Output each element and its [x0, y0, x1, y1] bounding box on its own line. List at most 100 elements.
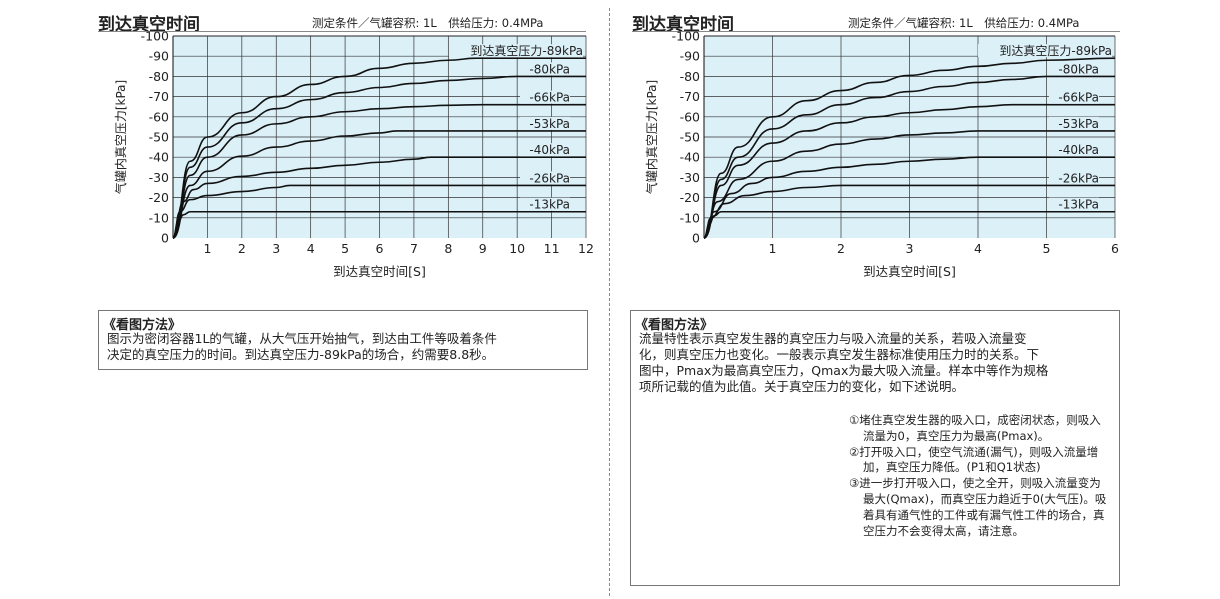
left-note-line: 决定的真空压力的时间。到达真空压力-89kPa的场合，约需要8.8秒。 [107, 347, 495, 362]
note-item-2: ②打开吸入口，使空气流通(漏气)，则吸入流量增加，真空压力降低。(P1和Q1状态… [849, 444, 1099, 475]
left-panel-title: 到达真空时间 [98, 15, 200, 35]
left-chart-series-line [172, 210, 586, 239]
left-note-box: 《看图方法》 图示为密闭容器1L的气罐，从大气压开始抽气，到达由工件等吸着条件 … [98, 310, 588, 370]
left-chart-series-line [172, 57, 586, 239]
left-chart-y-tick-label: -90 [149, 49, 169, 64]
left-chart-y-tick-label: -100 [141, 29, 169, 44]
left-chart-series-label-bg [520, 116, 570, 130]
left-chart-x-tick-label: 3 [272, 241, 280, 256]
right-note-line: 图中，Pmax为最高真空压力，Qmax为最大吸入流量。样本中等作为规格 [639, 363, 1049, 378]
right-chart-series-label-bg [978, 44, 1112, 58]
note-item-3: ③进一步打开吸入口，使之全开，则吸入流量变为最大(Qmax)，而真空压力趋近于0… [849, 476, 1107, 538]
left-chart-x-tick-label: 4 [307, 241, 315, 256]
right-note-line: 流量特性表示真空发生器的真空压力与吸入流量的关系，若吸入流量变 [639, 331, 1027, 346]
right-chart-series-label-bg [1049, 143, 1099, 157]
left-chart-series-label-bg [520, 62, 570, 76]
right-chart-series-label: -66kPa [1058, 91, 1099, 105]
left-chart-x-tick-label: 9 [479, 241, 487, 256]
right-chart-x-tick-label: 5 [1043, 241, 1051, 256]
right-chart-y-tick-label: -10 [680, 210, 700, 225]
right-chart-y-tick-label: -100 [672, 29, 700, 44]
right-chart-x-tick-label: 2 [837, 241, 845, 256]
left-chart-series-line [172, 130, 586, 239]
left-chart-x-tick-label: 7 [410, 241, 418, 256]
right-title-underline [632, 31, 1120, 32]
right-chart-series-line [703, 156, 1115, 239]
left-chart-series-label: -80kPa [529, 62, 570, 76]
left-chart-y-tick-label: 0 [161, 231, 169, 246]
left-test-conditions: 测定条件／气罐容积: 1L 供给压力: 0.4MPa [312, 16, 544, 30]
left-chart-x-axis-title: 到达真空时间[S] [333, 264, 426, 279]
left-chart-x-tick-label: 12 [578, 241, 594, 256]
left-chart-series-line [172, 75, 586, 239]
note-item-1: ①堵住真空发生器的吸入口，成密闭状态，则吸入流量为0，真空压力为最高(Pmax)… [849, 413, 1101, 443]
flow-characteristic-notes: ①堵住真空发生器的吸入口，成密闭状态，则吸入流量为0，真空压力为最高(Pmax)… [849, 413, 1111, 539]
right-chart-series-label-bg [1049, 62, 1099, 76]
right-note-line: 化，则真空压力也变化。一般表示真空发生器标准使用压力时的关系。下 [639, 347, 1040, 362]
right-chart-series-label-bg [1049, 197, 1099, 211]
right-note-text: 流量特性表示真空发生器的真空压力与吸入流量的关系，若吸入流量变 化，则真空压力也… [639, 331, 1115, 395]
left-chart-x-tick-label: 2 [238, 241, 246, 256]
left-chart-series-label: -13kPa [529, 198, 570, 212]
right-chart-y-axis-title: 气罐内真空压力[kPa] [644, 80, 659, 194]
left-chart-y-tick-label: -20 [149, 190, 169, 205]
right-chart-x-tick-label: 6 [1111, 241, 1119, 256]
left-chart-y-tick-label: -40 [149, 150, 169, 165]
right-chart-series-line [703, 103, 1115, 239]
left-chart-series-label-bg [449, 44, 583, 58]
left-note-line: 图示为密闭容器1L的气罐，从大气压开始抽气，到达由工件等吸着条件 [107, 331, 497, 346]
left-chart-series-label-bg [520, 90, 570, 104]
right-chart-y-tick-label: -80 [680, 69, 700, 84]
left-chart-y-tick-label: -50 [149, 130, 169, 145]
left-chart-y-axis-title: 气罐内真空压力[kPa] [113, 80, 128, 194]
left-chart-y-tick-label: -60 [149, 109, 169, 124]
right-chart-y-tick-label: -20 [680, 190, 700, 205]
left-chart-x-tick-label: 1 [203, 241, 211, 256]
right-chart-y-tick-label: 0 [692, 231, 700, 246]
right-note-line: 项所记载的值为此值。关于真空压力的变化，如下述说明。 [639, 379, 965, 394]
right-chart-x-axis-title: 到达真空时间[S] [863, 264, 956, 279]
right-chart-series-label-bg [1049, 116, 1099, 130]
right-chart-series-line [703, 75, 1115, 239]
left-chart-series-label: -40kPa [529, 143, 570, 157]
left-chart-series-label-bg [520, 143, 570, 157]
right-chart-x-tick-label: 3 [906, 241, 914, 256]
right-chart-series-line [703, 57, 1116, 239]
right-chart-series-label-bg [1049, 90, 1099, 104]
right-test-conditions: 测定条件／气罐容积: 1L 供给压力: 0.4MPa [848, 16, 1080, 30]
right-chart-series-label-bg [1049, 171, 1099, 185]
panel-divider [609, 8, 610, 596]
left-chart-y-tick-label: -30 [149, 170, 169, 185]
right-chart-series-label: -13kPa [1058, 198, 1099, 212]
right-chart-series-label: -80kPa [1058, 62, 1099, 76]
left-chart-y-tick-label: -80 [149, 69, 169, 84]
right-panel-title: 到达真空时间 [632, 15, 734, 35]
left-note-title: 《看图方法》 [103, 318, 182, 333]
right-note-box: 《看图方法》 流量特性表示真空发生器的真空压力与吸入流量的关系，若吸入流量变 化… [630, 310, 1120, 586]
left-chart-series-line [172, 103, 586, 239]
left-title-underline [98, 31, 586, 32]
left-chart-series-label: -53kPa [529, 117, 570, 131]
right-note-title: 《看图方法》 [635, 318, 714, 333]
left-chart-y-tick-label: -10 [149, 210, 169, 225]
right-chart-series-line [703, 130, 1115, 239]
right-chart-x-tick-label: 4 [974, 241, 982, 256]
left-chart-series-label: -66kPa [529, 91, 570, 105]
left-chart-y-tick-label: -70 [149, 89, 169, 104]
right-chart-series-label: -26kPa [1058, 171, 1099, 185]
right-chart-y-tick-label: -60 [680, 109, 700, 124]
right-chart-y-tick-label: -50 [680, 130, 700, 145]
left-chart-x-tick-label: 11 [544, 241, 560, 256]
left-chart-series-label-bg [520, 171, 570, 185]
left-chart-series-label-bg [520, 197, 570, 211]
right-chart-y-tick-label: -40 [680, 150, 700, 165]
right-chart-x-tick-label: 1 [769, 241, 777, 256]
right-chart-y-tick-label: -30 [680, 170, 700, 185]
left-chart-series-line [172, 184, 586, 239]
right-chart-series-line [703, 210, 1115, 239]
left-chart-x-tick-label: 5 [341, 241, 349, 256]
right-chart-series-label: 到达真空压力-89kPa [999, 44, 1112, 58]
left-chart-series-line [172, 156, 586, 239]
left-chart-x-tick-label: 8 [444, 241, 452, 256]
left-chart-x-tick-label: 6 [376, 241, 384, 256]
